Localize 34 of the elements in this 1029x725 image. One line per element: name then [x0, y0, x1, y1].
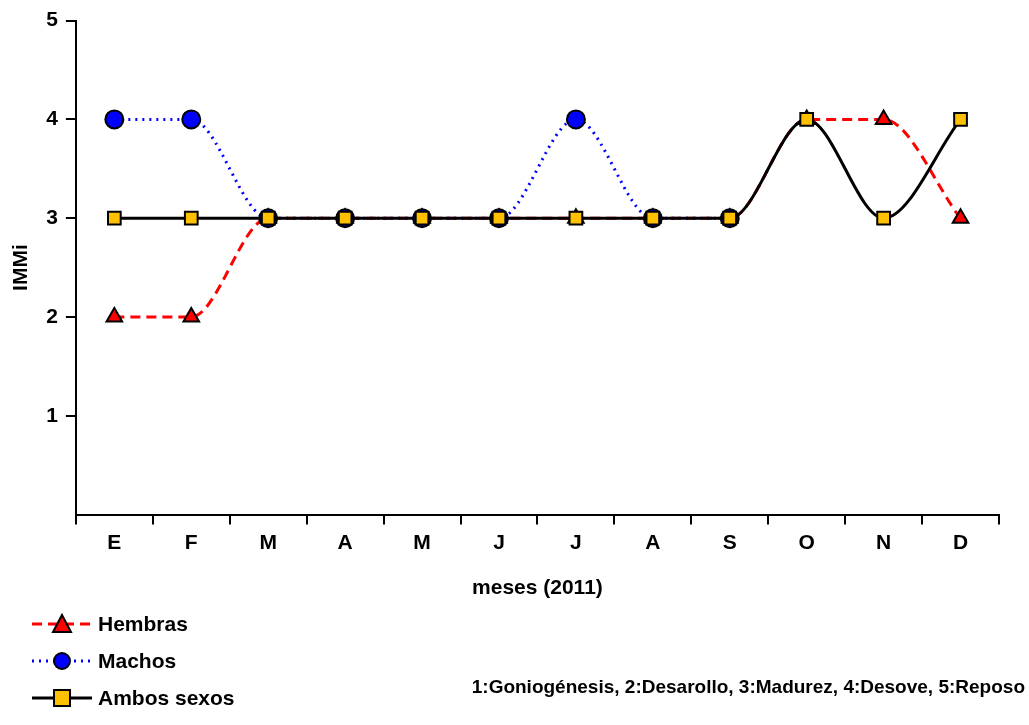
- x-tick-label: J: [570, 530, 582, 553]
- x-tick-label: M: [413, 530, 431, 553]
- legend-label: Hembras: [98, 611, 188, 636]
- y-tick-label: 1: [46, 402, 59, 426]
- point: [799, 112, 815, 127]
- point: [951, 208, 970, 224]
- legend-label: Machos: [98, 648, 177, 673]
- x-tick-label: S: [722, 530, 737, 553]
- y-axis-title: IMMi: [8, 244, 32, 291]
- point: [565, 109, 586, 130]
- point: [106, 210, 122, 226]
- point: [182, 307, 201, 323]
- x-tick-label: E: [107, 530, 122, 553]
- x-tick-label: F: [184, 530, 198, 553]
- legend-label: Ambos sexos: [98, 685, 235, 710]
- x-tick-label: N: [876, 530, 892, 553]
- y-tick-label: 4: [46, 106, 59, 130]
- point: [105, 307, 124, 323]
- point: [183, 210, 199, 226]
- x-tick-label: J: [493, 530, 505, 553]
- y-tick-label: 5: [46, 7, 59, 31]
- point: [104, 109, 125, 130]
- x-tick-label: A: [337, 530, 353, 553]
- point: [876, 210, 891, 226]
- x-tick-label: D: [952, 530, 969, 553]
- text: 1:Goniogénesis, 2:Desarollo, 3:Madurez, 4:Desove, 5:Reposo: [471, 676, 1025, 698]
- x-tick-label: O: [798, 530, 815, 553]
- x-tick-label: M: [259, 530, 277, 553]
- point: [181, 109, 202, 130]
- y-tick-label: 2: [46, 303, 58, 327]
- x-tick-label: A: [645, 530, 661, 553]
- point: [953, 112, 968, 127]
- x-axis-title: meses (2011): [472, 575, 603, 599]
- y-tick-label: 3: [46, 205, 58, 228]
